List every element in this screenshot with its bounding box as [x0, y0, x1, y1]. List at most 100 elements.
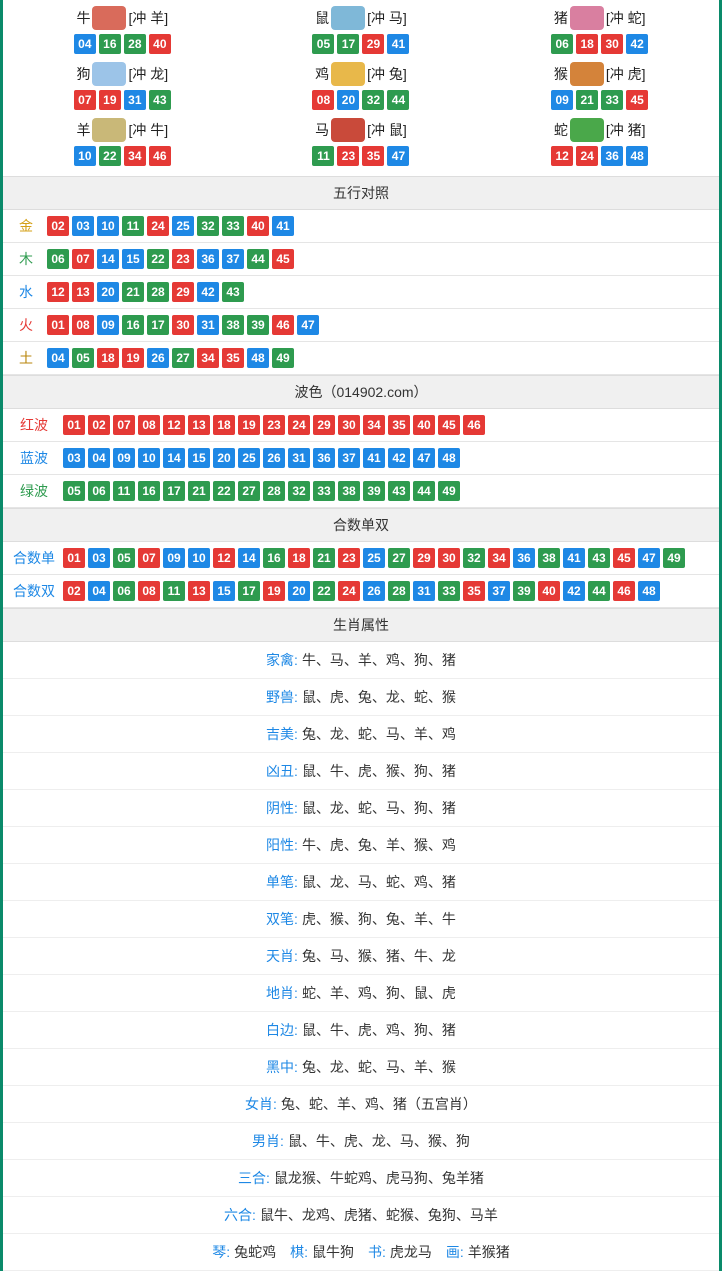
row-label: 绿波 [11, 481, 57, 501]
zodiac-numbers: 04162840 [3, 34, 242, 54]
number-ball: 31 [197, 315, 219, 335]
table-row: 金02031011242532334041 [3, 210, 719, 243]
heshu-header: 合数单双 [3, 508, 719, 542]
number-ball: 30 [172, 315, 194, 335]
number-ball: 07 [113, 415, 135, 435]
number-ball: 37 [338, 448, 360, 468]
footer-row: 琴:兔蛇鸡 棋:鼠牛狗 书:虎龙马 画:羊猴猪 [3, 1234, 719, 1271]
number-ball: 14 [97, 249, 119, 269]
number-ball: 35 [463, 581, 485, 601]
attr-value: 兔、龙、蛇、马、羊、猴 [302, 1059, 456, 1075]
number-ball: 46 [463, 415, 485, 435]
attr-value: 兔、蛇、羊、鸡、猪（五宫肖） [281, 1096, 477, 1112]
table-row: 合数单0103050709101214161821232527293032343… [3, 542, 719, 575]
number-ball: 11 [113, 481, 135, 501]
number-ball: 32 [197, 216, 219, 236]
zodiac-top: 狗[冲 龙] [3, 62, 242, 86]
attr-value: 鼠、龙、蛇、马、狗、猪 [302, 800, 456, 816]
number-ball: 37 [488, 581, 510, 601]
number-ball: 39 [363, 481, 385, 501]
zodiac-suffix: [冲 龙] [128, 64, 168, 84]
number-ball: 48 [626, 146, 648, 166]
number-ball: 23 [263, 415, 285, 435]
zodiac-icon [92, 62, 126, 86]
number-ball: 40 [413, 415, 435, 435]
wuxing-table: 金02031011242532334041木060714152223363744… [3, 210, 719, 375]
number-ball: 40 [247, 216, 269, 236]
zodiac-icon [570, 6, 604, 30]
attr-value: 鼠、虎、兔、龙、蛇、猴 [302, 689, 456, 705]
number-ball: 18 [97, 348, 119, 368]
number-ball: 33 [222, 216, 244, 236]
number-ball: 04 [88, 581, 110, 601]
number-ball: 16 [138, 481, 160, 501]
row-values: 04051819262734354849 [47, 348, 294, 368]
zodiac-top: 羊 [冲 牛] [3, 118, 242, 142]
number-ball: 40 [538, 581, 560, 601]
zodiac-cell: 狗[冲 龙]07193143 [3, 60, 242, 112]
number-ball: 33 [313, 481, 335, 501]
attr-value: 鼠、龙、马、蛇、鸡、猪 [302, 874, 456, 890]
zodiac-name: 羊 [76, 120, 90, 140]
number-ball: 41 [387, 34, 409, 54]
attr-row: 天肖:兔、马、猴、猪、牛、龙 [3, 938, 719, 975]
zodiac-name: 蛇 [554, 120, 568, 140]
number-ball: 21 [188, 481, 210, 501]
number-ball: 12 [47, 282, 69, 302]
number-ball: 34 [363, 415, 385, 435]
number-ball: 20 [213, 448, 235, 468]
zodiac-icon [92, 118, 126, 142]
number-ball: 36 [601, 146, 623, 166]
number-ball: 11 [122, 216, 144, 236]
attr-key: 六合: [224, 1207, 256, 1223]
zodiac-icon [92, 6, 126, 30]
number-ball: 27 [238, 481, 260, 501]
attr-key: 阴性: [266, 800, 298, 816]
zodiac-suffix: [冲 猪] [606, 120, 646, 140]
zodiac-top: 马 [冲 鼠] [242, 118, 481, 142]
number-ball: 02 [88, 415, 110, 435]
content-area: 牛[冲 羊]04162840鼠[冲 马]05172941猪[冲 蛇]061830… [3, 0, 719, 1271]
number-ball: 47 [387, 146, 409, 166]
zodiac-name: 马 [315, 120, 329, 140]
attr-row: 家禽:牛、马、羊、鸡、狗、猪 [3, 642, 719, 679]
number-ball: 10 [74, 146, 96, 166]
number-ball: 38 [538, 548, 560, 568]
number-ball: 36 [197, 249, 219, 269]
number-ball: 19 [99, 90, 121, 110]
number-ball: 30 [438, 548, 460, 568]
number-ball: 38 [222, 315, 244, 335]
number-ball: 41 [363, 448, 385, 468]
zodiac-numbers: 12243648 [480, 146, 719, 166]
attr-value: 虎、猴、狗、兔、羊、牛 [302, 911, 456, 927]
number-ball: 48 [438, 448, 460, 468]
number-ball: 21 [576, 90, 598, 110]
number-ball: 45 [438, 415, 460, 435]
number-ball: 32 [362, 90, 384, 110]
number-ball: 46 [613, 581, 635, 601]
number-ball: 05 [113, 548, 135, 568]
zodiac-top: 鸡[冲 兔] [242, 62, 481, 86]
zodiac-icon [570, 62, 604, 86]
number-ball: 26 [363, 581, 385, 601]
number-ball: 19 [238, 415, 260, 435]
number-ball: 29 [313, 415, 335, 435]
zodiac-cell: 牛[冲 羊]04162840 [3, 4, 242, 56]
number-ball: 31 [413, 581, 435, 601]
number-ball: 30 [338, 415, 360, 435]
attr-row: 女肖:兔、蛇、羊、鸡、猪（五宫肖） [3, 1086, 719, 1123]
attr-key: 男肖: [252, 1133, 284, 1149]
number-ball: 29 [413, 548, 435, 568]
number-ball: 01 [47, 315, 69, 335]
number-ball: 37 [222, 249, 244, 269]
number-ball: 47 [638, 548, 660, 568]
number-ball: 01 [63, 415, 85, 435]
zodiac-suffix: [冲 牛] [128, 120, 168, 140]
attr-row: 三合:鼠龙猴、牛蛇鸡、虎马狗、兔羊猪 [3, 1160, 719, 1197]
attr-value: 牛、虎、兔、羊、猴、鸡 [302, 837, 456, 853]
number-ball: 34 [488, 548, 510, 568]
zodiac-suffix: [冲 鼠] [367, 120, 407, 140]
number-ball: 21 [313, 548, 335, 568]
number-ball: 38 [338, 481, 360, 501]
number-ball: 02 [63, 581, 85, 601]
